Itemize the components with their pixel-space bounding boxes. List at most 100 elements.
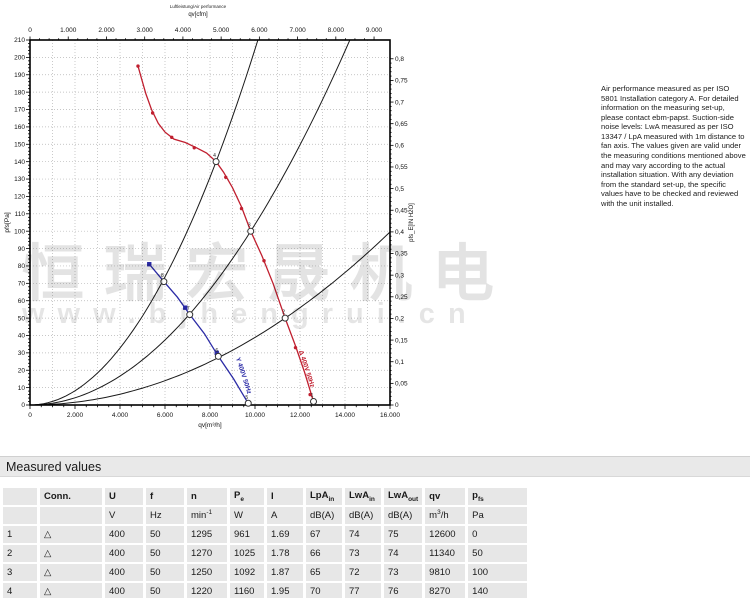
cell: 65: [306, 564, 342, 581]
curve-marker: [224, 175, 228, 180]
measurement-note: Air performance measured as per ISO 5801…: [601, 84, 746, 208]
svg-text:7.000: 7.000: [289, 27, 306, 34]
svg-text:16.000: 16.000: [380, 412, 400, 419]
cell: 74: [384, 545, 423, 562]
cell: △: [40, 526, 102, 543]
svg-text:0,8: 0,8: [395, 56, 404, 63]
cell: Pa: [468, 507, 528, 524]
x-axis-label: qv[m³/h]: [198, 422, 222, 429]
cell: △: [40, 583, 102, 598]
data-row: 2 △ 400 50 1270 1025 1.78 66 73 74 11340 50: [3, 545, 528, 562]
system-resistance-curves: [29, 39, 391, 406]
cell: V: [105, 507, 143, 524]
svg-text:14.000: 14.000: [335, 412, 355, 419]
cell: [3, 488, 37, 505]
measure-point-number: 4: [213, 153, 216, 159]
cell: 1.95: [267, 583, 303, 598]
svg-text:160: 160: [14, 124, 25, 131]
cell: Pe: [230, 488, 264, 505]
cell: I: [267, 488, 303, 505]
measure-point-number: 3: [248, 223, 251, 229]
svg-text:1.000: 1.000: [60, 27, 77, 34]
svg-text:90: 90: [18, 246, 26, 253]
svg-text:190: 190: [14, 72, 25, 79]
cell: 100: [468, 564, 528, 581]
cell: △: [40, 564, 102, 581]
measured-values-title: Measured values: [6, 460, 102, 474]
svg-text:6.000: 6.000: [251, 27, 268, 34]
cell: 72: [345, 564, 381, 581]
svg-text:100: 100: [14, 228, 25, 235]
curve-marker: [192, 146, 196, 150]
svg-text:170: 170: [14, 107, 25, 114]
svg-text:40: 40: [18, 333, 26, 340]
svg-text:0,45: 0,45: [395, 207, 408, 214]
cell: dB(A): [345, 507, 381, 524]
measured-values-header: Measured values: [0, 456, 750, 477]
grid: [30, 40, 390, 405]
cell: 1160: [230, 583, 264, 598]
svg-text:0,5: 0,5: [395, 186, 404, 193]
svg-text:180: 180: [14, 89, 25, 96]
cell: 75: [384, 526, 423, 543]
svg-text:10.000: 10.000: [245, 412, 265, 419]
svg-text:80: 80: [18, 263, 26, 270]
cell: 1250: [187, 564, 227, 581]
cell: 73: [384, 564, 423, 581]
svg-text:4.000: 4.000: [112, 412, 129, 419]
curve-marker: [239, 206, 244, 211]
cell: 1270: [187, 545, 227, 562]
measure-point: [212, 158, 220, 166]
measure-point-number: 1: [311, 393, 314, 399]
cell: 50: [146, 545, 184, 562]
cell: 50: [468, 545, 528, 562]
cell: 1: [3, 526, 37, 543]
cell: 1025: [230, 545, 264, 562]
svg-text:4.000: 4.000: [175, 27, 192, 34]
svg-text:0,65: 0,65: [395, 121, 408, 128]
cell: 50: [146, 583, 184, 598]
svg-text:120: 120: [14, 194, 25, 201]
curve-marker: [183, 305, 188, 310]
cell: 8270: [425, 583, 466, 598]
curve-label: Y 400V 50Hz: [234, 357, 253, 396]
curve-marker: [308, 392, 312, 397]
cell: W: [230, 507, 264, 524]
cell: Hz: [146, 507, 184, 524]
curve-marker: [147, 262, 152, 267]
cell: pfs: [468, 488, 528, 505]
y-axis-label: pfs[Pa]: [4, 212, 11, 232]
cell: 11340: [425, 545, 466, 562]
cell: 67: [306, 526, 342, 543]
curve-marker: [214, 350, 219, 356]
measure-point-number: 5: [245, 395, 248, 401]
cell: LwAout: [384, 488, 423, 505]
cell: 12600: [425, 526, 466, 543]
cell: 0: [468, 526, 528, 543]
cell: 50: [146, 564, 184, 581]
data-row: 4 △ 400 50 1220 1160 1.95 70 77 76 8270 140: [3, 583, 528, 598]
svg-text:5.000: 5.000: [213, 27, 230, 34]
svg-text:20: 20: [18, 367, 26, 374]
svg-text:200: 200: [14, 55, 25, 62]
cell: 961: [230, 526, 264, 543]
cell: 1092: [230, 564, 264, 581]
svg-text:2.000: 2.000: [67, 412, 84, 419]
cell: [40, 507, 102, 524]
cell: 400: [105, 583, 143, 598]
cell: 1.78: [267, 545, 303, 562]
measure-point: [281, 314, 289, 322]
data-row: 3 △ 400 50 1250 1092 1.87 65 72 73 9810 100: [3, 564, 528, 581]
measure-point: [186, 311, 194, 319]
measure-point: [160, 278, 168, 286]
svg-text:0,35: 0,35: [395, 251, 408, 258]
measure-point-number: 6: [215, 348, 218, 354]
svg-text:0,15: 0,15: [395, 337, 408, 344]
cell: 50: [146, 526, 184, 543]
cell: 400: [105, 545, 143, 562]
svg-text:130: 130: [14, 176, 25, 183]
curve-marker: [262, 259, 266, 263]
cell: 400: [105, 526, 143, 543]
